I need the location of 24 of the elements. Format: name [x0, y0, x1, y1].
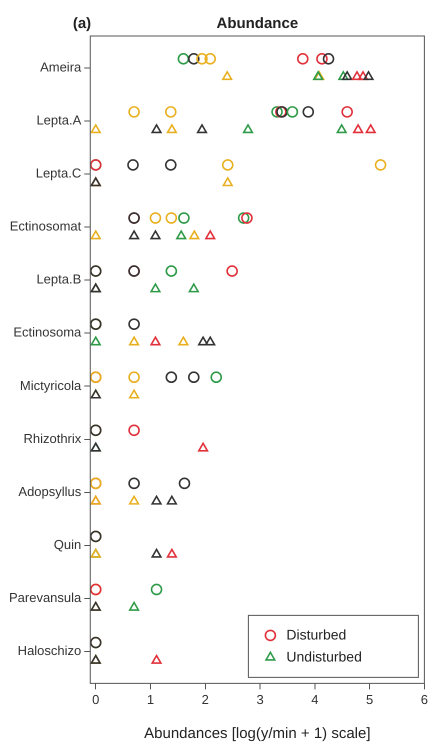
y-tick-label: Mictyricola [20, 378, 82, 393]
x-axis-title: Abundances [log(y/min + 1) scale] [144, 725, 371, 742]
x-tick-label: 1 [146, 692, 154, 707]
y-tick-label: Lepta.C [36, 166, 82, 181]
legend-label: Disturbed [286, 626, 346, 642]
y-tick-label: Rhizothrix [23, 430, 82, 446]
x-tick-label: 4 [311, 692, 318, 707]
y-tick-label: Lepta.B [36, 272, 82, 287]
y-tick-label: Ameira [40, 59, 82, 74]
x-tick-label: 2 [202, 692, 209, 707]
x-tick-label: 6 [420, 692, 428, 707]
x-tick-label: 3 [256, 692, 264, 707]
y-tick-label: Haloschizo [18, 643, 82, 658]
y-tick-label: Quin [54, 537, 82, 552]
y-tick-label: Ectinosoma [13, 324, 82, 340]
legend-label: Undisturbed [286, 648, 362, 664]
x-tick-label: 0 [92, 692, 100, 707]
y-tick-label: Ectinosomat [10, 218, 82, 234]
chart-title: Abundance [216, 15, 298, 32]
text: (a) [72, 15, 92, 32]
y-tick-label: Adopsyllus [18, 484, 82, 499]
x-tick-label: 5 [366, 692, 374, 707]
y-tick-label: Parevansula [8, 590, 82, 606]
y-tick-label: Lepta.A [36, 112, 82, 128]
